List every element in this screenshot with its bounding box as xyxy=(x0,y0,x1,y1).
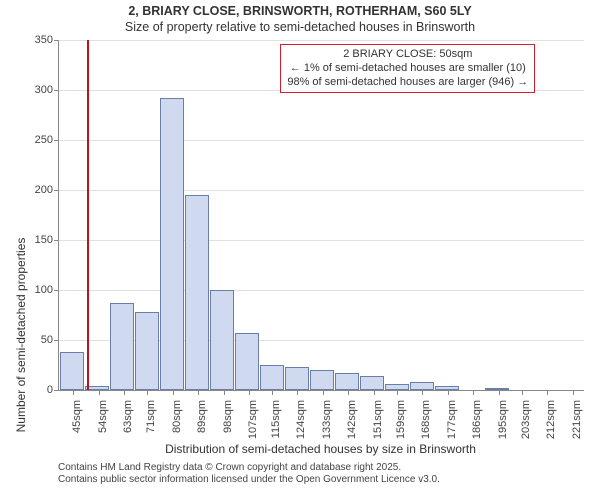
x-tick xyxy=(448,390,449,395)
annotation-line1: 2 BRIARY CLOSE: 50sqm xyxy=(287,48,528,62)
attribution: Contains HM Land Registry data © Crown c… xyxy=(58,462,440,486)
x-tick xyxy=(173,390,174,395)
histogram-bar xyxy=(285,367,309,390)
histogram-bar xyxy=(335,373,359,390)
x-tick xyxy=(147,390,148,395)
histogram-bar xyxy=(110,303,134,390)
histogram-bar xyxy=(160,98,184,390)
chart-title: 2, BRIARY CLOSE, BRINSWORTH, ROTHERHAM, … xyxy=(0,4,600,35)
x-tick xyxy=(547,390,548,395)
histogram-bar xyxy=(360,376,384,390)
gridline xyxy=(59,140,584,141)
x-tick xyxy=(473,390,474,395)
histogram-bar xyxy=(60,352,84,390)
x-tick xyxy=(573,390,574,395)
gridline xyxy=(59,190,584,191)
x-tick xyxy=(99,390,100,395)
annotation-line2: ← 1% of semi-detached houses are smaller… xyxy=(287,62,528,76)
histogram-bar xyxy=(135,312,159,390)
histogram-bar xyxy=(235,333,259,390)
x-axis-label: Distribution of semi-detached houses by … xyxy=(58,442,583,456)
y-axis-label: Number of semi-detached properties xyxy=(14,238,28,433)
annotation-line3: 98% of semi-detached houses are larger (… xyxy=(287,76,528,90)
y-tick-label: 350 xyxy=(35,34,59,46)
x-tick xyxy=(297,390,298,395)
annotation-box: 2 BRIARY CLOSE: 50sqm← 1% of semi-detach… xyxy=(280,44,535,93)
reference-line xyxy=(87,40,89,390)
y-tick-label: 300 xyxy=(35,84,59,96)
y-tick-label: 200 xyxy=(35,184,59,196)
x-tick xyxy=(499,390,500,395)
x-tick xyxy=(323,390,324,395)
title-line1: 2, BRIARY CLOSE, BRINSWORTH, ROTHERHAM, … xyxy=(0,4,600,20)
x-tick xyxy=(73,390,74,395)
plot-area: 05010015020025030035045sqm54sqm63sqm71sq… xyxy=(58,40,584,391)
attribution-line2: Contains public sector information licen… xyxy=(58,474,440,486)
y-tick-label: 150 xyxy=(35,234,59,246)
x-tick xyxy=(397,390,398,395)
y-tick-label: 100 xyxy=(35,284,59,296)
title-line2: Size of property relative to semi-detach… xyxy=(0,20,600,36)
gridline xyxy=(59,40,584,41)
x-tick xyxy=(249,390,250,395)
x-tick xyxy=(224,390,225,395)
histogram-bar xyxy=(485,388,509,390)
x-tick xyxy=(422,390,423,395)
histogram-bar xyxy=(260,365,284,390)
x-tick xyxy=(348,390,349,395)
y-tick-label: 250 xyxy=(35,134,59,146)
y-tick-label: 0 xyxy=(47,384,59,396)
gridline xyxy=(59,240,584,241)
gridline xyxy=(59,290,584,291)
x-tick xyxy=(272,390,273,395)
x-tick xyxy=(198,390,199,395)
histogram-bar xyxy=(185,195,209,390)
x-tick xyxy=(522,390,523,395)
histogram-bar xyxy=(210,290,234,390)
x-tick xyxy=(124,390,125,395)
x-tick xyxy=(374,390,375,395)
histogram-bar xyxy=(410,382,434,390)
attribution-line1: Contains HM Land Registry data © Crown c… xyxy=(58,462,440,474)
y-tick-label: 50 xyxy=(41,334,59,346)
histogram-bar xyxy=(310,370,334,390)
